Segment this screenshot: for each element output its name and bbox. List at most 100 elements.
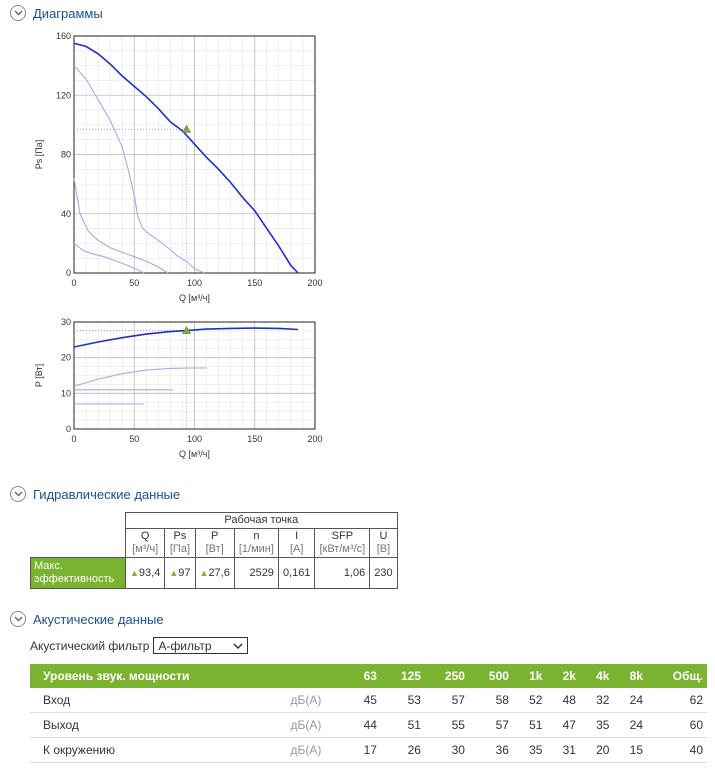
column-unit: [В] <box>376 543 391 555</box>
y-axis-label: P [Вт] <box>34 364 44 387</box>
acoustic-filter-row: Акустический фильтр А-фильтр <box>30 637 249 654</box>
acoustic-filter-select[interactable]: А-фильтр <box>153 637 249 654</box>
table-row: К окружению дБ(A) 17 26 30 36 35 31 20 15 40 <box>30 737 707 763</box>
row-label: К окружению <box>30 737 287 763</box>
column-name: P <box>211 530 219 542</box>
band-header: Общ. <box>647 664 707 688</box>
acoustic-section-title: Акустические данные <box>33 611 164 627</box>
chevron-down-icon <box>10 486 26 502</box>
hydraulic-value-cell: 0,161 <box>277 557 316 589</box>
chevron-down-icon <box>233 642 243 649</box>
y-axis-label: Ps [Па] <box>34 140 44 169</box>
column-name: U <box>379 530 388 542</box>
table-row: Вход дБ(A) 45 53 57 58 52 48 32 24 62 <box>30 688 707 713</box>
band-value: 36 <box>468 737 513 763</box>
hydraulic-table: Рабочая точка Q [м³/ч] Ps [Па] P [Вт] n [1/мин]… <box>30 512 398 589</box>
column-unit: [Вт] <box>205 543 224 555</box>
band-value: 57 <box>424 688 469 713</box>
column-unit: [Па] <box>169 543 190 555</box>
band-value: 51 <box>380 712 425 738</box>
hydraulic-section-title: Гидравлические данные <box>33 486 181 502</box>
operating-point-marker[interactable] <box>182 124 192 133</box>
x-tick-label: 150 <box>247 434 262 444</box>
band-value: 40 <box>647 737 707 763</box>
diagrams-section-toggle[interactable]: Диаграммы <box>10 5 103 21</box>
y-tick-label: 160 <box>56 31 71 41</box>
column-name: Ps <box>173 530 187 542</box>
row-label: Выход <box>30 712 287 738</box>
band-value: 35 <box>512 737 547 763</box>
main-curve <box>73 42 299 274</box>
band-value: 31 <box>546 737 580 763</box>
operating-point-header: Рабочая точка <box>125 512 398 529</box>
band-value: 58 <box>468 688 513 713</box>
hydraulic-value: 97 <box>178 566 191 579</box>
band-value: 48 <box>546 688 580 713</box>
band-value: 24 <box>613 712 647 738</box>
hydraulic-section-toggle[interactable]: Гидравлические данные <box>10 486 180 502</box>
row-label: Вход <box>30 688 287 713</box>
band-value: 47 <box>546 712 580 738</box>
row-unit: дБ(A) <box>286 712 348 738</box>
secondary-curve <box>73 367 207 387</box>
hydraulic-value-cell: 230 <box>369 557 398 589</box>
acoustic-table: Уровень звук. мощности 63 125 250 500 1k 2k 4k… <box>30 664 707 763</box>
band-value: 26 <box>380 737 425 763</box>
band-header: 63 <box>347 664 381 688</box>
x-tick-label: 50 <box>129 434 139 444</box>
diagrams-section-title: Диаграммы <box>33 5 103 21</box>
x-tick-label: 200 <box>307 278 322 288</box>
column-unit: [A] <box>289 543 304 555</box>
x-tick-label: 100 <box>187 434 202 444</box>
acoustic-section-toggle[interactable]: Акустические данные <box>10 611 164 627</box>
y-tick-label: 120 <box>56 90 71 100</box>
y-tick-label: 40 <box>61 209 71 219</box>
hydraulic-value-cell: 2529 <box>233 557 279 589</box>
band-value: 62 <box>647 688 707 713</box>
band-value: 57 <box>468 712 513 738</box>
band-header: 8k <box>613 664 647 688</box>
band-value: 55 <box>424 712 469 738</box>
table-row: Выход дБ(A) 44 51 55 57 51 47 35 24 60 <box>30 712 707 738</box>
band-value: 45 <box>347 688 381 713</box>
band-value: 15 <box>613 737 647 763</box>
hydraulic-value: 0,161 <box>282 566 311 579</box>
x-tick-label: 0 <box>71 434 76 444</box>
hydraulic-value: 27,6 <box>208 566 230 579</box>
row-unit: дБ(A) <box>286 737 348 763</box>
triangle-marker-icon: ▲ <box>199 567 209 578</box>
column-unit: [м³/ч] <box>132 543 159 555</box>
power-chart: 0 50 100 150 200 0 10 20 30 Q [м³/ч] P [Вт] <box>34 317 323 459</box>
hydraulic-value: 2529 <box>249 566 274 579</box>
band-value: 20 <box>579 737 614 763</box>
y-tick-label: 30 <box>61 317 71 327</box>
band-value: 30 <box>424 737 469 763</box>
hydraulic-column-header: I [A] <box>277 528 316 558</box>
hydraulic-value-cell: ▲27,6 <box>194 557 235 589</box>
hydraulic-value: 93,4 <box>138 566 161 579</box>
column-name: I <box>295 530 299 542</box>
band-value: 52 <box>512 688 547 713</box>
unit-header-spacer <box>286 664 348 688</box>
secondary-curve <box>73 178 169 274</box>
band-value: 32 <box>579 688 614 713</box>
x-axis-label: Q [м³/ч] <box>179 449 210 459</box>
triangle-marker-icon: ▲ <box>169 567 179 578</box>
acoustic-filter-value: А-фильтр <box>158 638 212 653</box>
hydraulic-column-header: Ps [Па] <box>164 528 196 558</box>
y-tick-label: 80 <box>61 150 71 160</box>
pressure-chart: 0 50 100 150 200 0 40 80 120 160 Q [м³/ч] Ps [Па] <box>34 31 323 303</box>
chevron-down-icon <box>10 5 26 21</box>
column-name: Q <box>140 530 150 542</box>
y-tick-label: 0 <box>66 424 71 434</box>
band-value: 35 <box>579 712 614 738</box>
hydraulic-value-cell: ▲93,4 <box>124 557 166 589</box>
x-tick-label: 0 <box>71 278 76 288</box>
band-value: 51 <box>512 712 547 738</box>
operating-point-marker[interactable] <box>182 325 192 334</box>
band-value: 53 <box>380 688 425 713</box>
band-header: 500 <box>468 664 513 688</box>
row-unit: дБ(A) <box>286 688 348 713</box>
acoustic-filter-label: Акустический фильтр <box>30 638 150 653</box>
acoustic-header-label: Уровень звук. мощности <box>30 664 287 688</box>
